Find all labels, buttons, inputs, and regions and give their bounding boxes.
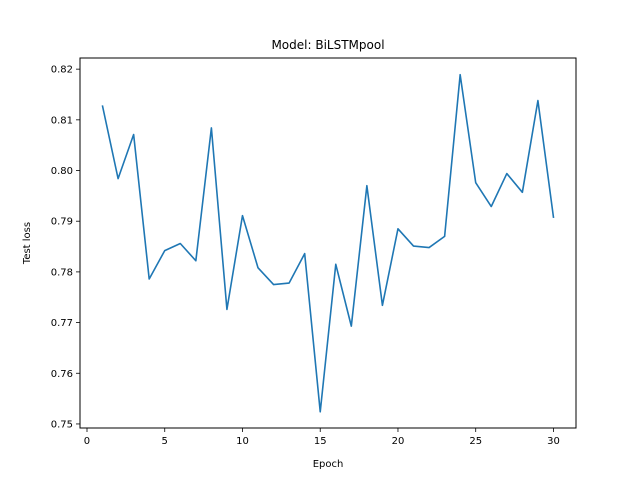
x-tick-label: 15 [314,436,327,447]
y-tick-label: 0.80 [51,166,73,177]
y-axis: 0.75 0.76 0.77 0.78 0.79 0.80 0.81 0.82 [51,65,80,430]
chart-title: Model: BiLSTMpool [271,38,384,52]
x-axis-label: Epoch [313,459,344,470]
y-tick-label: 0.76 [51,369,73,380]
x-tick-label: 0 [84,436,90,447]
x-tick-label: 10 [236,436,249,447]
y-tick-label: 0.81 [51,115,73,126]
y-tick-label: 0.77 [51,318,73,329]
x-axis: 0 5 10 15 20 25 30 [84,428,560,447]
y-tick-label: 0.75 [51,419,73,430]
series-line [101,73,555,413]
y-tick-label: 0.79 [51,217,73,228]
y-tick-label: 0.82 [51,65,73,76]
y-tick-label: 0.78 [51,267,73,278]
x-tick-label: 5 [162,436,168,447]
x-tick-label: 30 [547,436,560,447]
x-tick-label: 25 [469,436,482,447]
plot-area [101,73,555,413]
axes-frame [79,57,577,429]
x-tick-label: 20 [392,436,405,447]
y-axis-label: Test loss [22,222,33,265]
